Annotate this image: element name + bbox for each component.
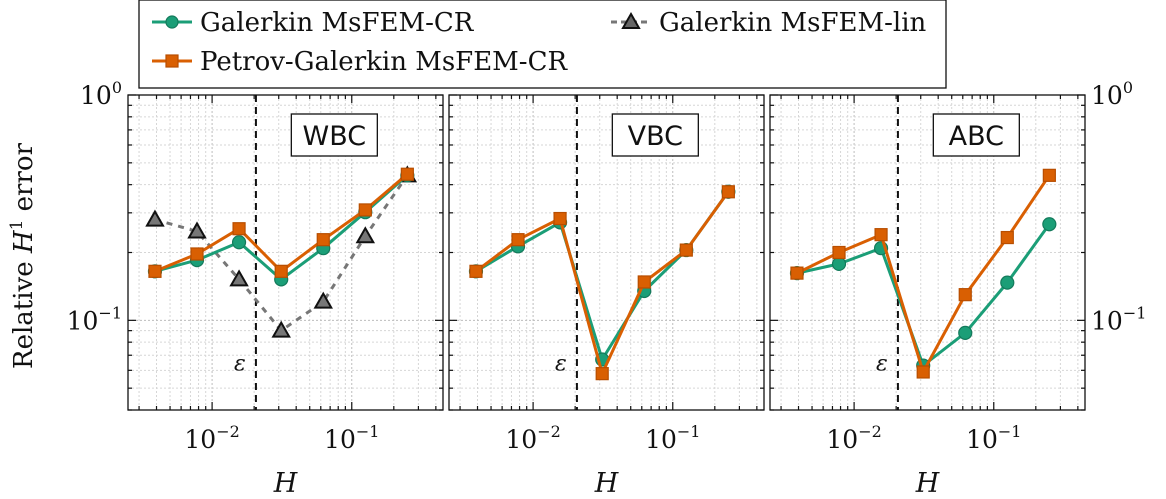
x-axis-label: H xyxy=(915,468,940,499)
epsilon-label: ε xyxy=(234,351,246,376)
legend-marker-square xyxy=(165,54,179,68)
series-group xyxy=(468,184,736,381)
ylabel-var: H xyxy=(9,229,39,254)
legend-box xyxy=(138,0,947,89)
series-group xyxy=(789,168,1057,379)
data-point-petrov-galerkin-msfem-cr xyxy=(832,245,846,260)
series-line-petrov-galerkin-msfem-cr xyxy=(475,190,730,376)
legend: Galerkin MsFEM-CR Galerkin MsFEM-lin Pet… xyxy=(138,0,947,89)
x-tick-label: 10−2 xyxy=(826,422,881,454)
grid xyxy=(128,95,443,410)
data-point-petrov-galerkin-msfem-cr xyxy=(274,264,288,278)
data-point-petrov-galerkin-msfem-cr xyxy=(190,247,204,261)
y-tick-label: 10−1 xyxy=(67,303,122,335)
x-tick-label: 10−2 xyxy=(184,422,239,454)
y-tick-label: 100 xyxy=(1091,78,1133,110)
plot-panels: ε WBC 10−2 10−1 H 100 10−1 ε VBC 10−2 10−1 Hε ABC 10−… xyxy=(67,78,1147,499)
x-axis-label: H xyxy=(594,468,619,499)
data-point-petrov-galerkin-msfem-cr xyxy=(400,167,414,181)
epsilon-label: ε xyxy=(876,351,888,376)
panel-title-text: ABC xyxy=(949,121,1004,152)
x-tick-label: 10−1 xyxy=(645,422,700,454)
data-point-galerkin-msfem-lin xyxy=(271,320,291,338)
y-axis-ticks xyxy=(770,94,1085,411)
data-point-petrov-galerkin-msfem-cr xyxy=(637,275,651,289)
y-tick-label: 10−1 xyxy=(1091,303,1146,335)
panel-title: VBC xyxy=(611,113,699,157)
panel-title: WBC xyxy=(290,113,378,157)
legend-marker-circle xyxy=(165,15,179,29)
x-axis-label: H xyxy=(273,468,298,499)
ylabel-prefix: Relative xyxy=(9,253,39,369)
data-point-galerkin-msfem-lin xyxy=(187,221,207,239)
series-line-galerkin-msfem-cr xyxy=(475,190,730,361)
data-point-petrov-galerkin-msfem-cr xyxy=(469,264,483,278)
data-point-galerkin-msfem-lin xyxy=(229,269,249,287)
data-point-petrov-galerkin-msfem-cr xyxy=(874,228,888,242)
data-point-galerkin-msfem-cr xyxy=(231,235,247,250)
y-axis-ticks xyxy=(128,94,443,411)
data-point-petrov-galerkin-msfem-cr xyxy=(553,211,567,226)
x-tick-label: 10−2 xyxy=(505,422,560,454)
panel-vbc: ε VBC 10−2 10−1 H xyxy=(448,94,765,499)
y-axis-ticks xyxy=(449,94,764,411)
data-point-petrov-galerkin-msfem-cr xyxy=(595,367,609,381)
panel-title: ABC xyxy=(932,113,1020,157)
y-axis-label: Relative H1 error xyxy=(7,142,39,369)
data-point-petrov-galerkin-msfem-cr xyxy=(958,288,972,302)
y-tick-label: 100 xyxy=(80,78,122,110)
panel-wbc: ε WBC 10−2 10−1 H 100 10−1 xyxy=(67,78,444,499)
data-point-petrov-galerkin-msfem-cr xyxy=(358,203,372,217)
data-point-galerkin-msfem-cr xyxy=(958,325,973,340)
x-axis-ticks xyxy=(459,95,758,410)
legend-entry-galerkin-cr: Galerkin MsFEM-CR xyxy=(152,8,475,38)
data-point-petrov-galerkin-msfem-cr xyxy=(1042,168,1056,182)
ylabel-sup: 1 xyxy=(7,220,27,231)
panel-abc: ε ABC 10−2 10−1 H 100 10−1 xyxy=(769,78,1146,499)
data-point-petrov-galerkin-msfem-cr xyxy=(790,266,804,280)
data-point-petrov-galerkin-msfem-cr xyxy=(679,243,693,257)
data-point-petrov-galerkin-msfem-cr xyxy=(148,264,162,278)
data-point-petrov-galerkin-msfem-cr xyxy=(916,365,930,379)
legend-entry-petrov-galerkin-cr: Petrov-Galerkin MsFEM-CR xyxy=(152,47,568,77)
x-axis-ticks xyxy=(780,95,1079,410)
x-tick-label: 10−1 xyxy=(324,422,379,454)
series-group xyxy=(145,165,418,338)
panel-title-box xyxy=(932,113,1020,157)
ylabel-suffix: error xyxy=(9,142,39,219)
data-point-petrov-galerkin-msfem-cr xyxy=(1000,230,1014,245)
data-point-galerkin-msfem-cr xyxy=(1042,217,1057,232)
data-point-galerkin-msfem-lin xyxy=(313,291,333,309)
data-point-galerkin-msfem-cr xyxy=(1000,275,1015,290)
panel-title-text: WBC xyxy=(303,121,367,152)
panel-title-box xyxy=(290,113,378,157)
data-point-petrov-galerkin-msfem-cr xyxy=(232,222,246,236)
data-point-galerkin-msfem-cr xyxy=(831,256,847,272)
data-point-galerkin-msfem-lin xyxy=(355,226,376,244)
panel-title-text: VBC xyxy=(628,121,683,152)
data-point-petrov-galerkin-msfem-cr xyxy=(721,185,735,199)
panel-title-box xyxy=(611,113,699,157)
epsilon-label: ε xyxy=(555,351,567,376)
legend-entry-galerkin-lin: Galerkin MsFEM-lin xyxy=(611,8,927,38)
legend-label-petrov-galerkin-cr: Petrov-Galerkin MsFEM-CR xyxy=(200,47,568,77)
legend-marker-triangle xyxy=(621,11,641,29)
data-point-petrov-galerkin-msfem-cr xyxy=(316,233,330,247)
data-point-petrov-galerkin-msfem-cr xyxy=(511,233,525,247)
svg-text:Relative H1 error: Relative H1 error xyxy=(7,142,39,369)
legend-label-galerkin-cr: Galerkin MsFEM-CR xyxy=(200,8,475,38)
x-tick-label: 10−1 xyxy=(966,422,1021,454)
data-point-galerkin-msfem-lin xyxy=(145,209,165,227)
legend-label-galerkin-lin: Galerkin MsFEM-lin xyxy=(659,8,927,38)
series-line-galerkin-msfem-cr xyxy=(796,223,1051,367)
x-axis-ticks xyxy=(138,95,437,410)
